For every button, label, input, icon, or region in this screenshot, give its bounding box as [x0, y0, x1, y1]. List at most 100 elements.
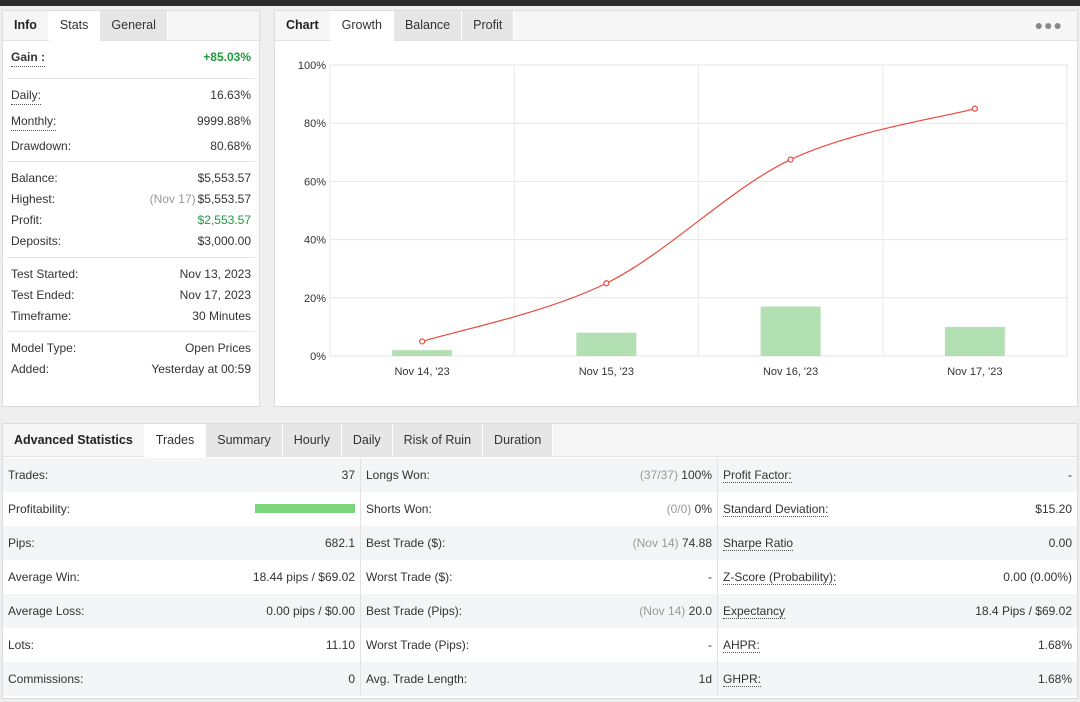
stat-label-text[interactable]: Profit Factor: — [723, 468, 792, 483]
stat-label[interactable]: Sharpe Ratio — [723, 526, 794, 560]
stat-value-group: 1.68% — [1038, 628, 1072, 662]
column-divider — [717, 662, 718, 696]
highest-row: Highest: (Nov 17) $5,553.57 — [11, 190, 251, 208]
y-tick-label: 40% — [304, 235, 326, 247]
stat-label-text[interactable]: Z-Score (Probability): — [723, 570, 837, 585]
column-divider — [717, 594, 718, 628]
stat-label: Longs Won: — [366, 468, 430, 482]
bar — [944, 326, 1005, 356]
stat-value-group: 11.10 — [326, 628, 355, 662]
tab-risk-of-ruin[interactable]: Risk of Ruin — [392, 424, 484, 456]
stat-label[interactable]: Standard Deviation: — [723, 492, 829, 526]
stat-label-text[interactable]: Standard Deviation: — [723, 502, 829, 517]
stat-label[interactable]: GHPR: — [723, 662, 762, 696]
column-divider — [360, 492, 361, 526]
stat-value-group: 0.00 (0.00%) — [1003, 560, 1072, 594]
data-point — [603, 280, 610, 287]
ellipsis-icon[interactable]: ●●● — [1034, 17, 1063, 33]
stat-label-text[interactable]: Sharpe Ratio — [723, 536, 794, 551]
tab-daily[interactable]: Daily — [341, 424, 393, 456]
tab-balance[interactable]: Balance — [393, 11, 463, 40]
tab-duration[interactable]: Duration — [483, 424, 554, 456]
tab-trades[interactable]: Trades — [144, 424, 207, 457]
tab-advanced-statistics[interactable]: Advanced Statistics — [3, 424, 145, 456]
table-row: Commissions: 0 Avg. Trade Length: 1d GHPR: 1.… — [3, 662, 1077, 696]
stat-cell: Pips: 682.1 — [3, 526, 360, 560]
stat-label: Avg. Trade Length: — [366, 672, 468, 686]
tab-stats[interactable]: Stats — [48, 11, 101, 41]
stat-label[interactable]: Profit Factor: — [723, 458, 792, 492]
table-row: Lots: 11.10 Worst Trade (Pips): - AHPR: 1.68% — [3, 628, 1077, 662]
added-label: Added: — [11, 362, 50, 376]
column-divider — [717, 526, 718, 560]
y-tick-label: 100% — [298, 60, 326, 72]
profit-label: Profit: — [11, 213, 43, 227]
stat-label: Trades: — [8, 468, 49, 482]
data-point — [419, 338, 426, 345]
deposits-label: Deposits: — [11, 234, 62, 248]
stat-value: 18.4 Pips / $69.02 — [975, 604, 1072, 618]
table-row: Pips: 682.1 Best Trade ($): (Nov 14) 74.88 S… — [3, 526, 1077, 560]
divider — [7, 257, 255, 258]
stat-label-text[interactable]: Expectancy — [723, 604, 786, 619]
stat-value-group: - — [708, 560, 712, 594]
test-ended-row: Test Ended: Nov 17, 2023 — [11, 286, 251, 304]
tab-info[interactable]: Info — [3, 11, 49, 40]
stat-value: 18.44 pips / $69.02 — [252, 570, 355, 584]
highest-date: (Nov 17) — [149, 192, 196, 206]
stat-value-group: 18.44 pips / $69.02 — [253, 560, 355, 594]
stat-label[interactable]: AHPR: — [723, 628, 760, 662]
stat-cell: Profit Factor: - — [718, 458, 1077, 492]
stat-sub: (37/37) — [639, 468, 678, 482]
stat-label: Worst Trade ($): — [366, 570, 453, 584]
tab-chart[interactable]: Chart — [275, 11, 331, 40]
x-tick-label: Nov 16, '23 — [763, 366, 818, 378]
stat-value: 682.1 — [324, 536, 355, 550]
bar — [760, 306, 821, 356]
column-divider — [360, 662, 361, 696]
tab-growth[interactable]: Growth — [330, 11, 394, 41]
x-tick-label: Nov 15, '23 — [579, 366, 634, 378]
stat-label-text[interactable]: AHPR: — [723, 638, 760, 653]
stat-value: 1.68% — [1037, 638, 1072, 652]
monthly-label[interactable]: Monthly: — [11, 112, 57, 131]
stat-value: $15.20 — [1035, 502, 1072, 516]
stat-value: 37 — [341, 468, 355, 482]
test-ended-value: Nov 17, 2023 — [179, 288, 251, 302]
daily-label[interactable]: Daily: — [11, 86, 42, 105]
timeframe-row: Timeframe: 30 Minutes — [11, 307, 251, 325]
stat-cell: Sharpe Ratio 0.00 — [718, 526, 1077, 560]
top-bar — [0, 0, 1080, 6]
monthly-value: 9999.88% — [196, 114, 251, 128]
balance-label: Balance: — [11, 171, 58, 185]
stat-label-text[interactable]: GHPR: — [723, 672, 762, 687]
stat-cell: Best Trade (Pips): (Nov 14) 20.0 — [361, 594, 717, 628]
tab-profit[interactable]: Profit — [462, 11, 515, 40]
monthly-row: Monthly: 9999.88% — [11, 112, 251, 131]
gain-value: +85.03% — [203, 50, 251, 64]
stat-value: 0 — [348, 672, 355, 686]
stat-value-group: 0.00 pips / $0.00 — [266, 594, 355, 628]
stat-value-group: (37/37) 100% — [640, 458, 712, 492]
drawdown-row: Drawdown: 80.68% — [11, 137, 251, 155]
test-started-row: Test Started: Nov 13, 2023 — [11, 265, 251, 283]
tab-general[interactable]: General — [100, 11, 168, 40]
column-divider — [717, 560, 718, 594]
stat-value: 0.00 — [1048, 536, 1072, 550]
balance-value: $5,553.57 — [197, 171, 251, 185]
y-tick-label: 80% — [304, 118, 326, 130]
column-divider — [360, 560, 361, 594]
tab-summary[interactable]: Summary — [206, 424, 283, 456]
table-row: Average Win: 18.44 pips / $69.02 Worst Tra… — [3, 560, 1077, 594]
tab-hourly[interactable]: Hourly — [282, 424, 342, 456]
stat-label: Lots: — [8, 638, 35, 652]
test-started-label: Test Started: — [11, 267, 79, 281]
stat-label[interactable]: Z-Score (Probability): — [723, 560, 837, 594]
profitability-bar-fill — [255, 504, 355, 513]
divider — [7, 331, 255, 332]
stat-sub: (0/0) — [666, 502, 692, 516]
stat-cell: Worst Trade ($): - — [361, 560, 717, 594]
stat-value: 0% — [694, 502, 712, 516]
stat-label[interactable]: Expectancy — [723, 594, 786, 628]
gain-label[interactable]: Gain : — [11, 48, 46, 67]
